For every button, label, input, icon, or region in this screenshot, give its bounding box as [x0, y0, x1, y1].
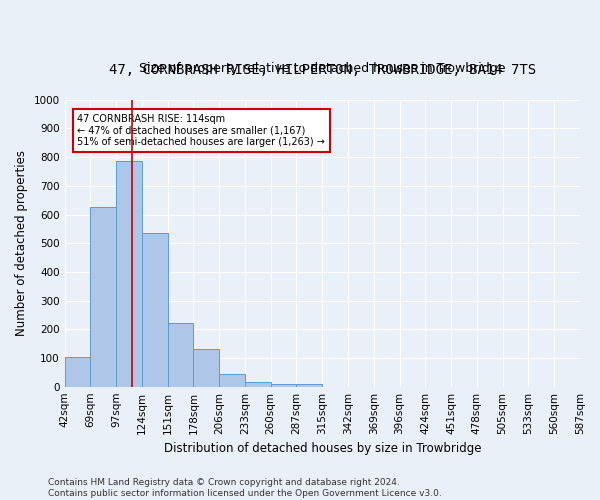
X-axis label: Distribution of detached houses by size in Trowbridge: Distribution of detached houses by size … [164, 442, 481, 455]
Bar [65, 357, 91, 386]
Title: Size of property relative to detached houses in Trowbridge: Size of property relative to detached ho… [139, 62, 506, 75]
Bar [296, 384, 322, 386]
Bar [116, 162, 142, 386]
Bar [271, 384, 296, 386]
Bar [142, 233, 167, 386]
Text: 47 CORNBRASH RISE: 114sqm
← 47% of detached houses are smaller (1,167)
51% of se: 47 CORNBRASH RISE: 114sqm ← 47% of detac… [77, 114, 325, 148]
Bar [219, 374, 245, 386]
Text: 47, CORNBRASH RISE, HILPERTON, TROWBRIDGE, BA14 7TS: 47, CORNBRASH RISE, HILPERTON, TROWBRIDG… [109, 63, 536, 77]
Bar [193, 348, 219, 387]
Y-axis label: Number of detached properties: Number of detached properties [15, 150, 28, 336]
Text: Contains HM Land Registry data © Crown copyright and database right 2024.
Contai: Contains HM Land Registry data © Crown c… [48, 478, 442, 498]
Bar [167, 323, 193, 386]
Bar [245, 382, 271, 386]
Bar [91, 208, 116, 386]
